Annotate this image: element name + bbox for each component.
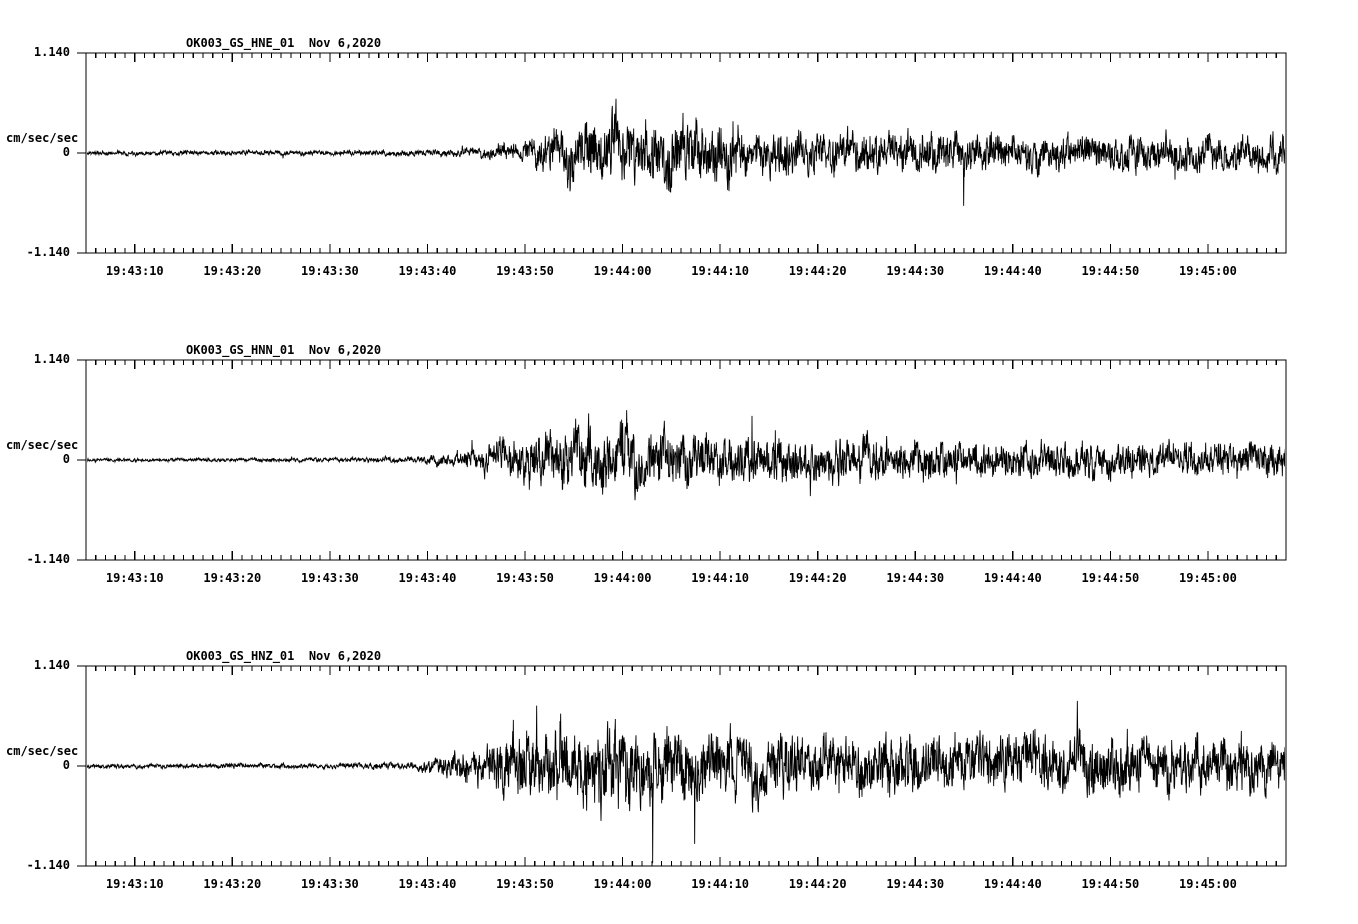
y-tick-label: 1.140	[33, 352, 70, 366]
y-tick-label: -1.140	[26, 858, 70, 872]
y-axis-ticks	[77, 665, 86, 867]
x-tick-label: 19:44:10	[691, 571, 750, 585]
x-tick-label: 19:43:40	[398, 264, 457, 278]
x-tick-label: 19:44:30	[886, 877, 945, 891]
x-tick-label: 19:43:40	[398, 571, 457, 585]
axis-ticks	[85, 666, 1287, 866]
x-tick-label: 19:45:00	[1179, 571, 1237, 585]
plot-area	[77, 665, 1287, 867]
x-tick-label: 19:44:00	[593, 877, 652, 891]
y-tick-label: 0	[62, 452, 70, 466]
panel-title: OK003_GS_HNZ_01 Nov 6,2020	[186, 649, 382, 663]
x-tick-label: 19:45:00	[1179, 264, 1237, 278]
waveform-trace	[87, 98, 1285, 206]
x-tick-label: 19:44:20	[788, 877, 847, 891]
x-tick-label: 19:43:50	[496, 264, 554, 278]
y-tick-label: 1.140	[33, 658, 70, 672]
x-tick-label: 19:43:10	[105, 264, 164, 278]
y-axis-ticks	[77, 52, 86, 254]
x-tick-label: 19:43:20	[203, 571, 262, 585]
y-axis-label: cm/sec/sec	[6, 438, 79, 452]
x-tick-label: 19:43:50	[496, 877, 554, 891]
y-tick-label: -1.140	[26, 552, 70, 566]
axis-ticks	[85, 53, 1287, 253]
x-tick-label: 19:43:50	[496, 571, 554, 585]
plot-area	[77, 52, 1287, 254]
x-tick-label: 19:44:30	[886, 264, 945, 278]
x-tick-label: 19:43:30	[300, 264, 359, 278]
x-tick-label: 19:44:00	[593, 571, 652, 585]
panel-title: OK003_GS_HNN_01 Nov 6,2020	[186, 343, 382, 357]
x-tick-label: 19:43:40	[398, 877, 457, 891]
y-tick-label: 1.140	[33, 45, 70, 59]
axis-ticks	[85, 360, 1287, 560]
y-axis-label: cm/sec/sec	[6, 744, 79, 758]
y-axis-ticks	[77, 359, 86, 561]
x-tick-label: 19:44:10	[691, 264, 750, 278]
x-tick-label: 19:43:20	[203, 264, 262, 278]
waveform-trace	[87, 700, 1285, 864]
x-tick-label: 19:45:00	[1179, 877, 1237, 891]
y-tick-label: 0	[62, 145, 70, 159]
x-tick-label: 19:44:30	[886, 571, 945, 585]
y-tick-label: -1.140	[26, 245, 70, 259]
x-tick-label: 19:43:10	[105, 877, 164, 891]
x-tick-label: 19:43:30	[300, 877, 359, 891]
y-tick-label: 0	[62, 758, 70, 772]
plot-area	[77, 359, 1287, 561]
x-tick-label: 19:44:40	[983, 264, 1042, 278]
x-tick-label: 19:43:20	[203, 877, 262, 891]
waveform-trace	[87, 410, 1285, 501]
x-tick-label: 19:44:00	[593, 264, 652, 278]
panel-title: OK003_GS_HNE_01 Nov 6,2020	[186, 36, 382, 50]
y-axis-label: cm/sec/sec	[6, 131, 79, 145]
x-tick-label: 19:44:40	[983, 571, 1042, 585]
x-tick-label: 19:44:40	[983, 877, 1042, 891]
x-tick-label: 19:44:50	[1081, 877, 1140, 891]
x-tick-label: 19:44:50	[1081, 571, 1140, 585]
x-tick-label: 19:43:30	[300, 571, 359, 585]
x-tick-label: 19:44:20	[788, 264, 847, 278]
x-tick-label: 19:44:50	[1081, 264, 1140, 278]
x-tick-label: 19:44:20	[788, 571, 847, 585]
x-tick-label: 19:44:10	[691, 877, 750, 891]
x-tick-label: 19:43:10	[105, 571, 164, 585]
